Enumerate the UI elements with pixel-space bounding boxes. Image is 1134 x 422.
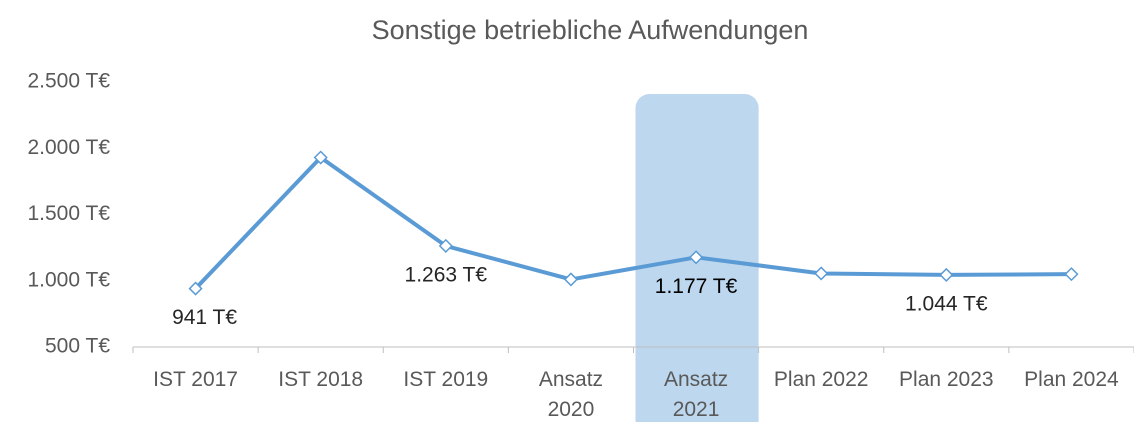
- point: [814, 266, 829, 281]
- data-label: 1.263 T€: [405, 263, 488, 286]
- x-tick-label: Ansatz 2021: [664, 368, 728, 421]
- point: [1064, 267, 1079, 282]
- x-tick-label: IST 2017: [153, 368, 238, 391]
- x-tick-label: IST 2018: [278, 368, 363, 391]
- point: [438, 238, 453, 253]
- x-tick-label: IST 2019: [403, 368, 488, 391]
- y-tick-label: 500 T€: [45, 335, 110, 358]
- chart-title: Sonstige betriebliche Aufwendungen: [372, 15, 809, 45]
- data-label: 941 T€: [172, 306, 237, 329]
- y-tick-label: 2.000 T€: [27, 136, 110, 159]
- x-tick-label: Plan 2024: [1024, 368, 1119, 391]
- x-tick-label: Plan 2022: [774, 368, 869, 391]
- line: [194, 155, 1072, 290]
- x-tick-label: Plan 2023: [899, 368, 994, 391]
- point: [188, 281, 203, 296]
- data-label: 1.044 T€: [905, 292, 988, 315]
- y-tick-label: 1.000 T€: [27, 268, 110, 291]
- y-tick-label: 1.500 T€: [27, 202, 110, 225]
- point: [563, 272, 578, 287]
- x-tick-label: Ansatz 2020: [539, 368, 603, 421]
- point: [313, 150, 328, 165]
- point: [689, 250, 704, 265]
- y-tick-label: 2.500 T€: [27, 70, 110, 93]
- data-label: 1.177 T€: [655, 275, 738, 298]
- point: [939, 267, 954, 282]
